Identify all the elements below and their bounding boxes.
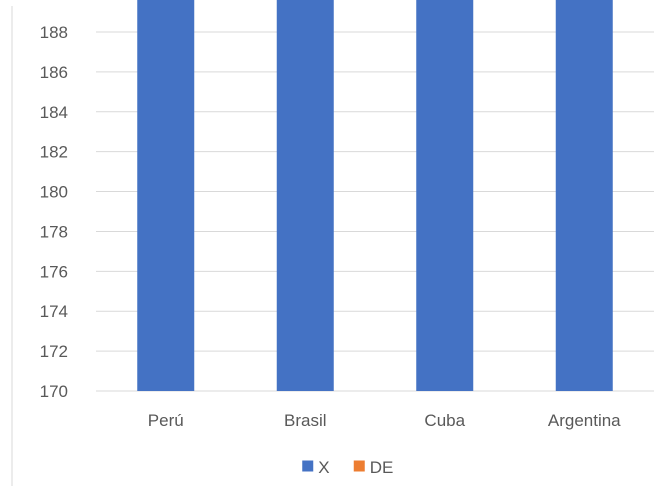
y-tick-label-188: 188 xyxy=(40,23,68,42)
legend-label-x: X xyxy=(318,458,329,477)
y-tick-label-180: 180 xyxy=(40,183,68,202)
y-tick-label-176: 176 xyxy=(40,262,68,281)
x-tick-label-2: Cuba xyxy=(424,411,465,430)
bars xyxy=(137,0,613,391)
y-tick-label-170: 170 xyxy=(40,382,68,401)
x-tick-label-0: Perú xyxy=(148,411,184,430)
bar-cuba-x xyxy=(416,0,474,391)
y-tick-label-172: 172 xyxy=(40,342,68,361)
legend: X DE xyxy=(302,458,393,477)
y-tick-label-184: 184 xyxy=(40,103,68,122)
x-axis-tick-labels: Perú Brasil Cuba Argentina xyxy=(148,411,621,430)
legend-swatch-de xyxy=(353,460,365,472)
bar-argentina-x xyxy=(555,0,613,391)
x-tick-label-1: Brasil xyxy=(284,411,327,430)
legend-swatch-x xyxy=(302,460,314,472)
y-tick-label-182: 182 xyxy=(40,143,68,162)
y-tick-label-186: 186 xyxy=(40,63,68,82)
legend-label-de: DE xyxy=(370,458,394,477)
y-tick-label-174: 174 xyxy=(40,302,68,321)
x-tick-label-3: Argentina xyxy=(548,411,621,430)
bar-per--x xyxy=(137,0,195,391)
y-axis-tick-labels: 170 172 174 176 178 180 182 184 186 188 xyxy=(40,23,68,401)
y-tick-label-178: 178 xyxy=(40,222,68,241)
bar-brasil-x xyxy=(276,0,334,391)
